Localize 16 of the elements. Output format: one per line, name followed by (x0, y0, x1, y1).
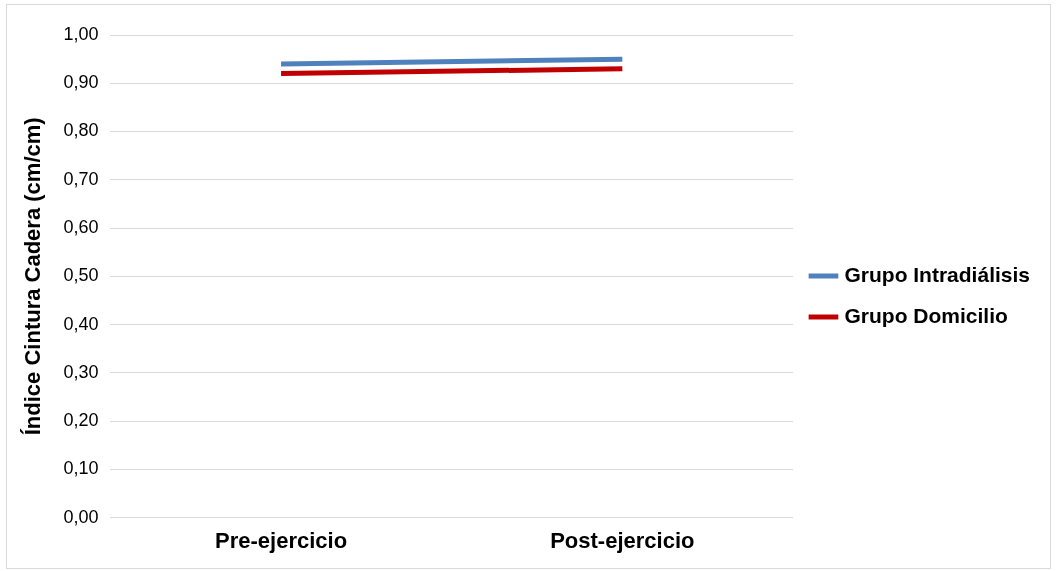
x-tick-label: Pre-ejercicio (215, 527, 348, 553)
y-axis-title: Índice Cintura Cadera (cm/cm) (20, 117, 46, 436)
y-tick-label: 0,70 (63, 168, 99, 189)
y-tick-label: 0,10 (63, 458, 99, 479)
y-tick-label: 0,50 (63, 265, 99, 286)
legend-label: Grupo Intradiálisis (844, 262, 1031, 286)
x-tick-label: Post-ejercicio (550, 527, 695, 553)
legend-label: Grupo Domicilio (844, 303, 1008, 327)
y-tick-label: 0,00 (63, 506, 99, 527)
y-tick-label: 0,90 (63, 72, 99, 93)
y-tick-label: 0,20 (63, 410, 99, 431)
y-tick-label: 0,40 (63, 313, 99, 334)
y-tick-label: 0,60 (63, 217, 99, 238)
y-tick-label: 0,80 (63, 120, 99, 141)
y-tick-label: 1,00 (63, 23, 99, 44)
y-tick-label: 0,30 (63, 361, 99, 382)
